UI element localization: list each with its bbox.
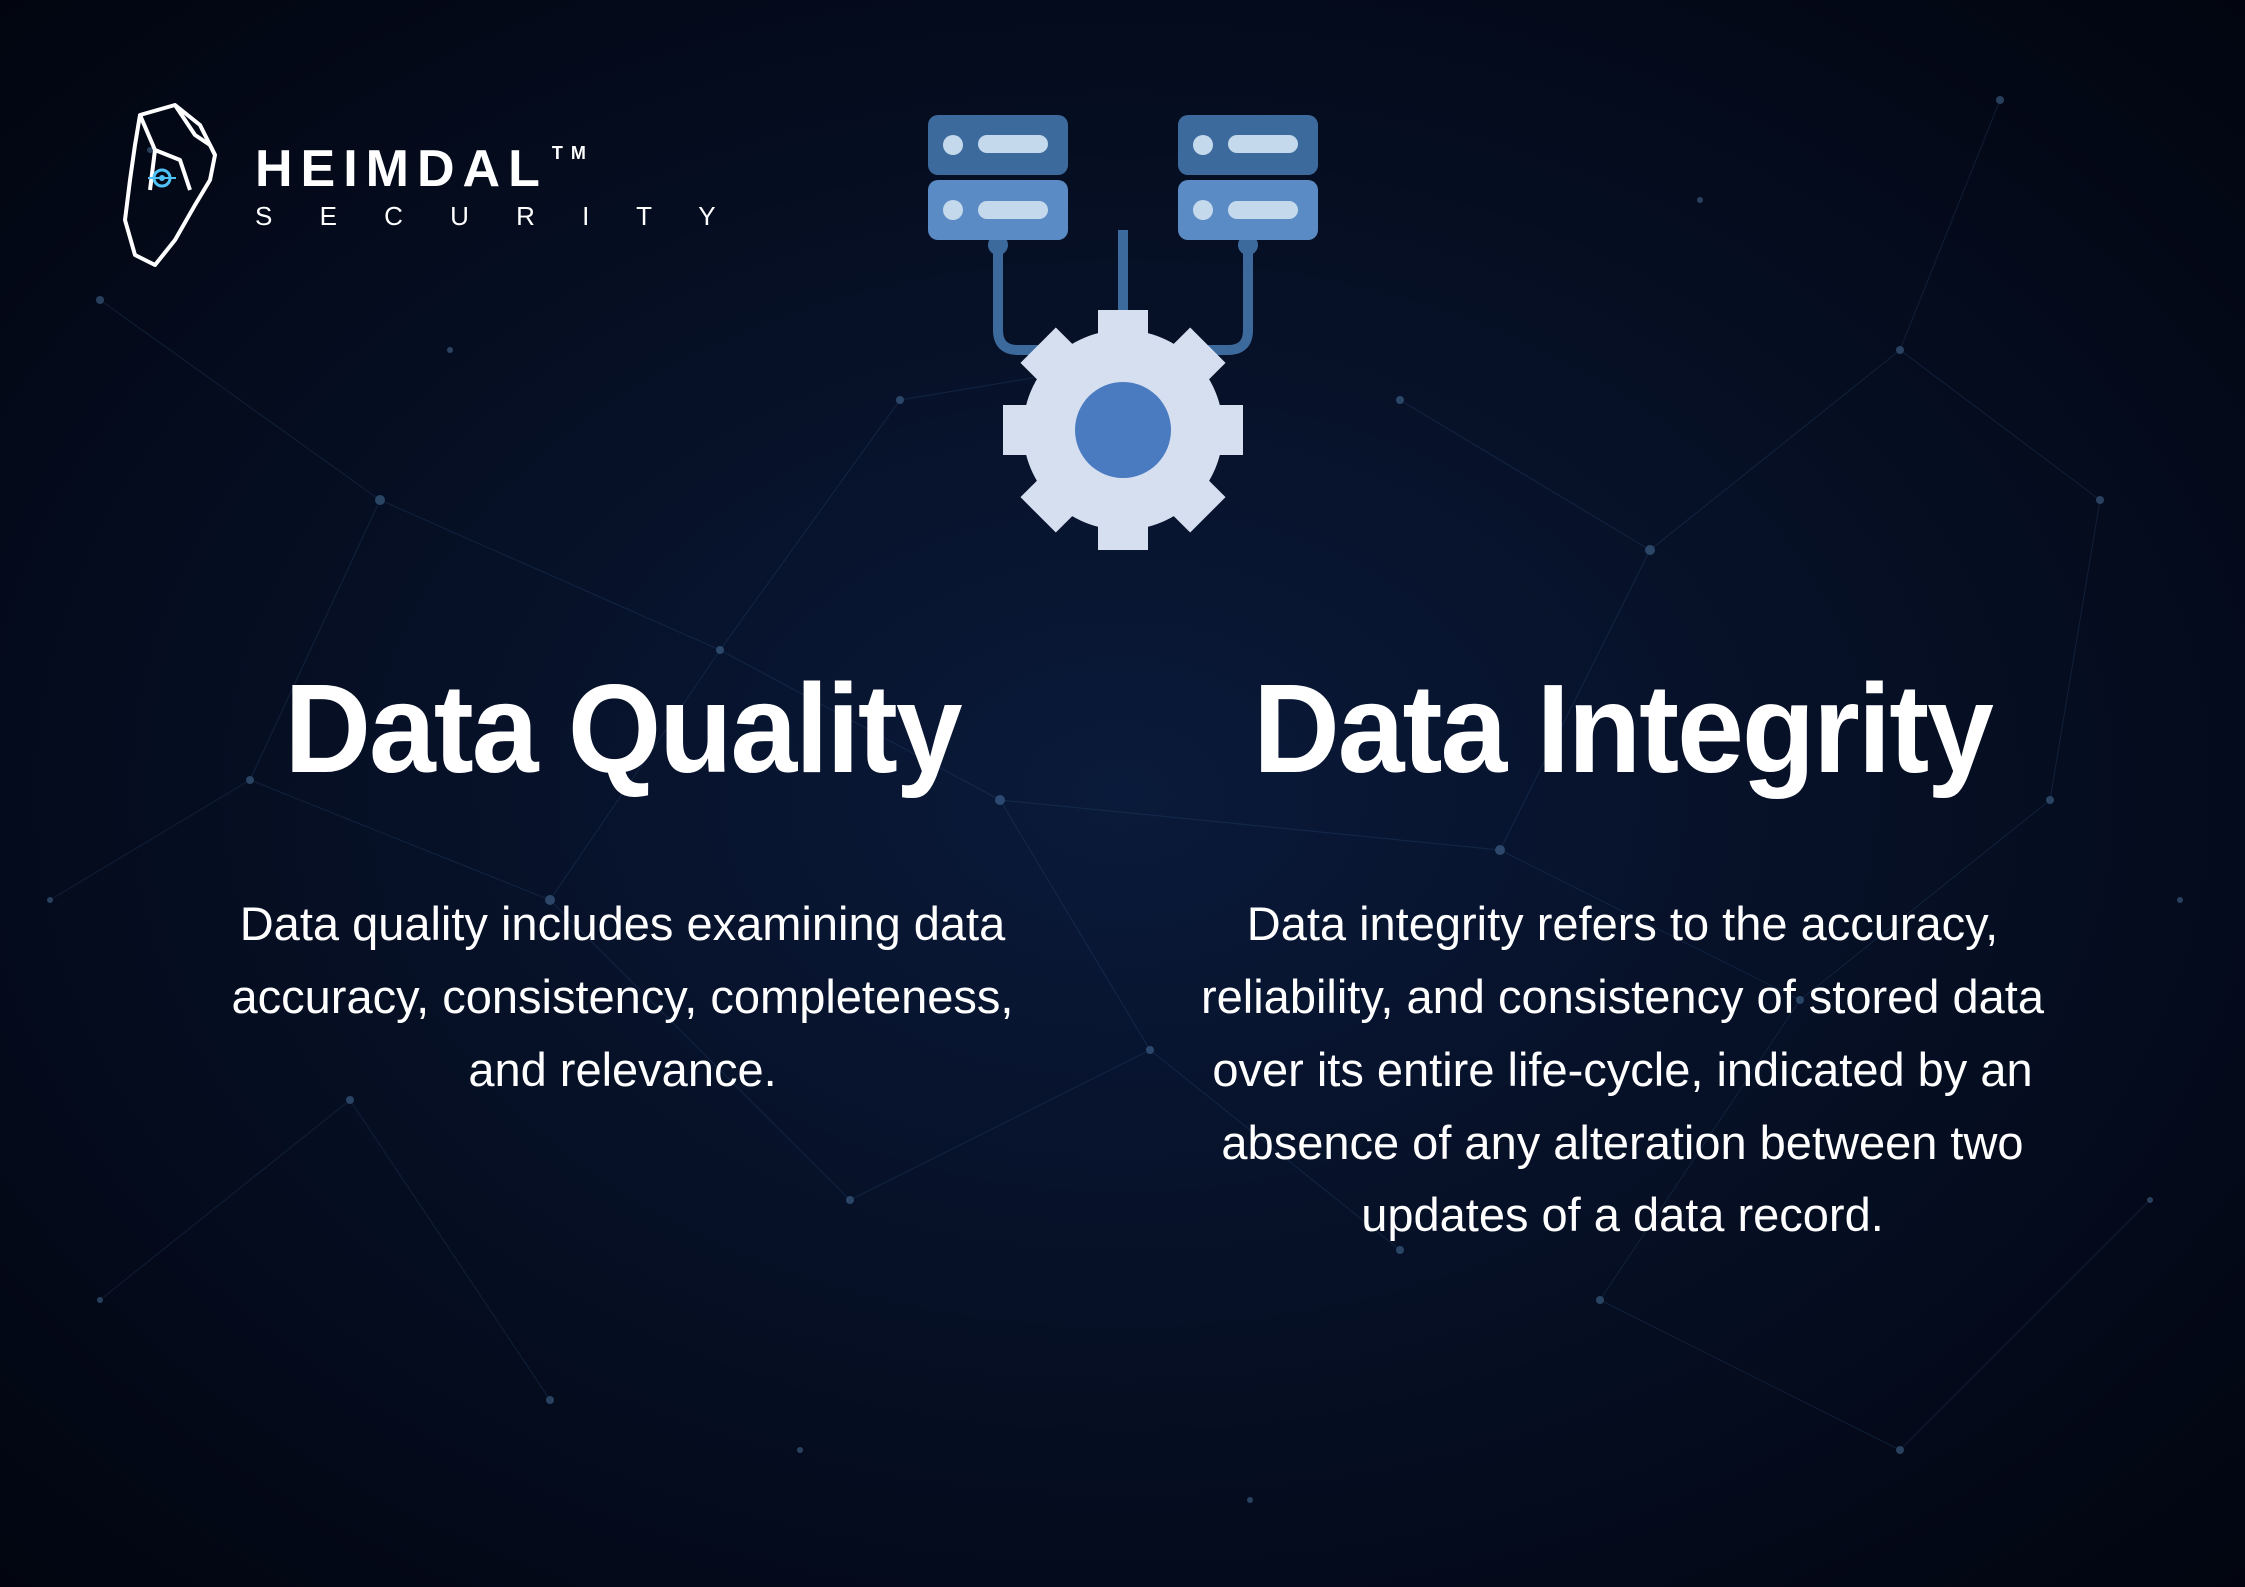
brand-logo: HEIMDALTM S E C U R I T Y — [100, 100, 736, 270]
comparison-columns: Data Quality Data quality includes exami… — [0, 660, 2245, 1252]
column-body-quality: Data quality includes examining data acc… — [173, 888, 1073, 1107]
brand-name: HEIMDALTM — [255, 139, 736, 199]
heimdal-helmet-icon — [100, 100, 230, 270]
brand-tagline: S E C U R I T Y — [255, 201, 736, 232]
column-body-integrity: Data integrity refers to the accuracy, r… — [1173, 888, 2073, 1252]
data-integrity-column: Data Integrity Data integrity refers to … — [1173, 660, 2073, 1252]
column-title-quality: Data Quality — [173, 657, 1073, 802]
servers-gear-icon — [888, 90, 1358, 575]
column-title-integrity: Data Integrity — [1173, 657, 2073, 802]
data-quality-column: Data Quality Data quality includes exami… — [173, 660, 1073, 1252]
